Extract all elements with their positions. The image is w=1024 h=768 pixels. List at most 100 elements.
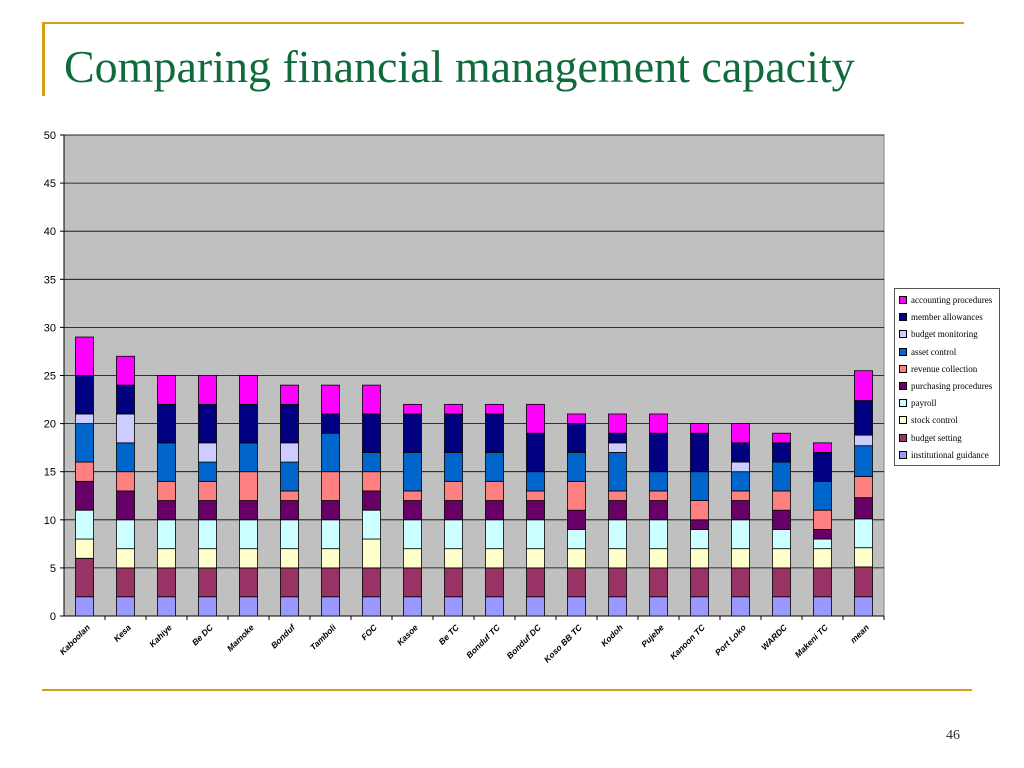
y-tick-label: 0 <box>50 611 56 623</box>
legend-item: asset control <box>899 345 956 359</box>
bar-segment <box>526 471 545 492</box>
legend-item: revenue collection <box>899 362 977 376</box>
bar-segment <box>321 567 340 598</box>
bar-segment <box>485 500 504 521</box>
bar-segment <box>731 423 750 444</box>
bar-segment <box>403 567 422 598</box>
bar-segment <box>198 548 217 569</box>
bar-segment <box>854 434 873 447</box>
bar-segment <box>280 567 299 598</box>
bar-segment <box>608 596 627 617</box>
bar-segment <box>157 567 176 598</box>
bar-segment <box>813 567 832 598</box>
bar-segment <box>198 519 217 550</box>
legend-label: institutional guidance <box>911 449 989 460</box>
bar-segment <box>608 500 627 521</box>
bar-segment <box>485 519 504 550</box>
bar-segment <box>362 471 381 492</box>
legend-item: payroll <box>899 396 937 410</box>
bar-segment <box>239 548 258 569</box>
bar-segment <box>198 567 217 598</box>
bar-segment <box>731 490 750 501</box>
bar-segment <box>813 538 832 550</box>
bar-segment <box>690 548 709 569</box>
bar-segment <box>526 567 545 598</box>
legend-swatch <box>899 433 907 442</box>
bar-segment <box>854 476 873 499</box>
slide-bottom-rule <box>42 689 972 691</box>
bar-segment <box>608 442 627 453</box>
bar-segment <box>321 432 340 473</box>
y-tick-label: 30 <box>44 322 56 334</box>
bar-segment <box>690 423 709 434</box>
bar-segment <box>608 490 627 501</box>
bar-segment <box>608 519 627 550</box>
y-tick-label: 40 <box>44 226 56 238</box>
bar-segment <box>649 596 668 617</box>
bar-segment <box>485 413 504 453</box>
bar-segment <box>198 480 217 501</box>
bar-segment <box>198 375 217 405</box>
bar-segment <box>116 413 135 444</box>
bar-segment <box>444 519 463 550</box>
bar-segment <box>75 538 94 559</box>
bar-segment <box>280 442 299 463</box>
bar-segment <box>854 370 873 401</box>
bar-segment <box>772 567 791 598</box>
bar-segment <box>444 500 463 521</box>
bar-segment <box>198 403 217 444</box>
bar-segment <box>567 413 586 425</box>
bar-segment <box>321 471 340 501</box>
y-tick-label: 15 <box>44 467 56 479</box>
bar-segment <box>321 500 340 521</box>
bar-segment <box>198 596 217 617</box>
bar-segment <box>321 596 340 617</box>
bar-segment <box>157 480 176 501</box>
x-tick-label: Tamboli <box>308 622 338 652</box>
bar-segment <box>813 529 832 540</box>
x-tick-label: Bonduf TC <box>464 622 502 660</box>
bar-segment <box>321 519 340 550</box>
legend-label: member allowances <box>911 312 983 323</box>
slide-title: Comparing financial management capacity <box>64 41 855 92</box>
bar-segment <box>854 566 873 598</box>
bar-segment <box>321 548 340 569</box>
legend-swatch <box>899 382 907 390</box>
bar-segment <box>157 596 176 617</box>
bar-segment <box>772 596 791 617</box>
legend-item: member allowances <box>899 310 983 324</box>
bar-segment <box>116 442 135 473</box>
bar-segment <box>362 596 381 617</box>
bar-segment <box>485 567 504 598</box>
x-tick-label: Be TC <box>436 622 461 647</box>
bar-segment <box>649 500 668 521</box>
bar-segment <box>157 519 176 550</box>
bar-segment <box>280 384 299 405</box>
bar-segment <box>75 336 94 376</box>
x-tick-label: mean <box>848 622 871 645</box>
x-tick-label: Kesa <box>111 622 133 644</box>
bar-segment <box>444 548 463 569</box>
bar-segment <box>403 596 422 617</box>
bar-segment <box>239 471 258 501</box>
bar-segment <box>75 375 94 415</box>
bar-segment <box>198 500 217 521</box>
bar-segment <box>526 519 545 550</box>
bar-segment <box>444 403 463 415</box>
bar-segment <box>157 375 176 405</box>
bar-segment <box>772 442 791 463</box>
bar-segment <box>526 403 545 434</box>
x-tick-label: Pujebe <box>639 622 666 649</box>
x-tick-label: Makeni TC <box>793 622 831 660</box>
legend-label: revenue collection <box>911 363 978 374</box>
bar-segment <box>854 497 873 520</box>
bar-segment <box>772 509 791 530</box>
bar-segment <box>567 509 586 530</box>
legend-swatch <box>899 399 907 408</box>
bar-segment <box>280 519 299 550</box>
bar-segment <box>731 548 750 569</box>
x-tick-label: FOC <box>359 622 379 642</box>
bar-segment <box>526 490 545 501</box>
bar-segment <box>567 452 586 482</box>
bar-segment <box>690 519 709 530</box>
